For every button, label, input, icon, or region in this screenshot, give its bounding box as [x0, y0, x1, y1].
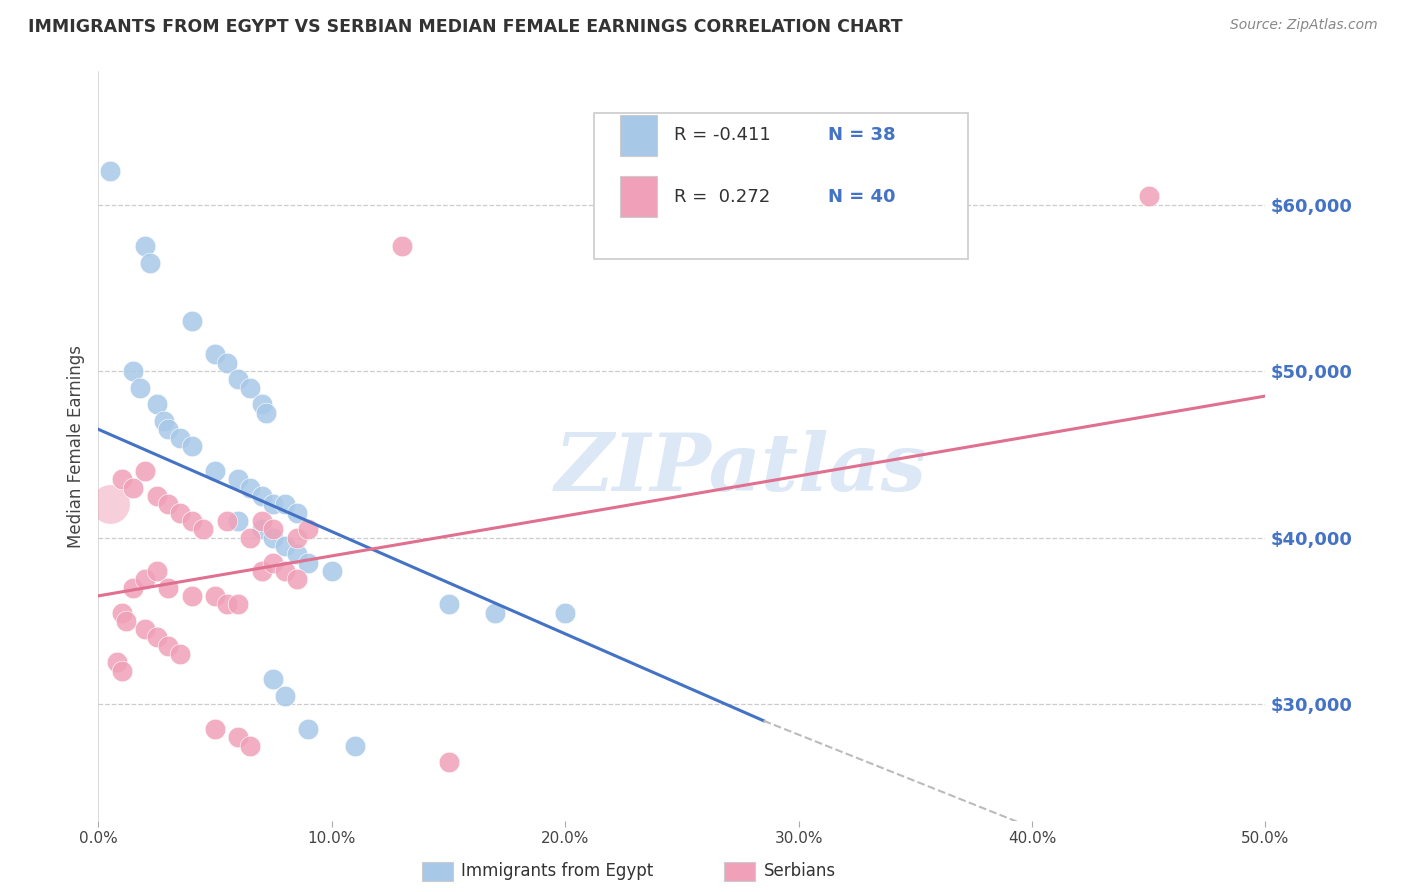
Point: [215, 597, 238, 611]
Point: [437, 597, 460, 611]
Point: [152, 414, 174, 428]
Point: [297, 722, 319, 736]
Text: R =  0.272: R = 0.272: [673, 188, 770, 206]
Text: N = 40: N = 40: [828, 188, 896, 206]
Text: N = 38: N = 38: [828, 127, 896, 145]
Text: R = -0.411: R = -0.411: [673, 127, 770, 145]
Point: [274, 689, 297, 703]
Point: [484, 606, 506, 620]
Point: [146, 397, 169, 411]
FancyBboxPatch shape: [595, 112, 967, 259]
Point: [285, 572, 308, 586]
FancyBboxPatch shape: [620, 177, 658, 218]
Point: [215, 356, 238, 370]
Point: [1137, 189, 1160, 203]
Point: [134, 572, 156, 586]
Text: Source: ZipAtlas.com: Source: ZipAtlas.com: [1230, 18, 1378, 32]
Point: [122, 481, 145, 495]
Point: [134, 239, 156, 253]
Point: [204, 347, 226, 361]
Point: [274, 497, 297, 511]
Point: [391, 239, 413, 253]
Point: [239, 381, 262, 395]
Point: [169, 431, 191, 445]
Point: [274, 539, 297, 553]
Point: [321, 564, 343, 578]
Point: [204, 722, 226, 736]
Point: [180, 439, 202, 453]
Point: [193, 522, 215, 536]
Point: [250, 397, 273, 411]
Point: [297, 556, 319, 570]
Point: [262, 531, 284, 545]
Point: [129, 381, 152, 395]
Point: [262, 672, 284, 686]
Point: [297, 522, 319, 536]
Point: [256, 406, 278, 420]
Point: [180, 589, 202, 603]
Point: [262, 522, 284, 536]
Point: [146, 564, 169, 578]
Point: [228, 514, 250, 528]
Point: [146, 489, 169, 503]
Point: [180, 314, 202, 328]
Point: [169, 506, 191, 520]
Point: [134, 622, 156, 636]
Point: [105, 656, 128, 670]
Point: [111, 664, 134, 678]
Point: [122, 364, 145, 378]
Y-axis label: Median Female Earnings: Median Female Earnings: [67, 344, 86, 548]
Point: [437, 756, 460, 770]
Point: [239, 739, 262, 753]
Point: [180, 514, 202, 528]
Point: [250, 489, 273, 503]
FancyBboxPatch shape: [620, 115, 658, 156]
Point: [157, 497, 180, 511]
Point: [262, 556, 284, 570]
Point: [169, 647, 191, 661]
Point: [285, 531, 308, 545]
Point: [115, 614, 138, 628]
Point: [344, 739, 367, 753]
Point: [134, 464, 156, 478]
Point: [204, 464, 226, 478]
Point: [111, 472, 134, 486]
Point: [250, 564, 273, 578]
Text: Serbians: Serbians: [763, 863, 835, 880]
Point: [111, 606, 134, 620]
Point: [122, 581, 145, 595]
Point: [274, 564, 297, 578]
Point: [262, 497, 284, 511]
Point: [139, 256, 162, 270]
Point: [228, 597, 250, 611]
Point: [228, 472, 250, 486]
Point: [250, 514, 273, 528]
Text: IMMIGRANTS FROM EGYPT VS SERBIAN MEDIAN FEMALE EARNINGS CORRELATION CHART: IMMIGRANTS FROM EGYPT VS SERBIAN MEDIAN …: [28, 18, 903, 36]
Point: [157, 422, 180, 436]
Point: [204, 589, 226, 603]
Point: [554, 606, 576, 620]
Point: [146, 631, 169, 645]
Point: [228, 372, 250, 386]
Point: [239, 481, 262, 495]
Point: [98, 164, 121, 178]
Point: [285, 547, 308, 561]
Point: [250, 522, 273, 536]
Point: [239, 531, 262, 545]
Point: [157, 639, 180, 653]
Point: [98, 497, 121, 511]
Point: [228, 731, 250, 745]
Point: [157, 581, 180, 595]
Text: ZIPatlas: ZIPatlas: [554, 430, 927, 508]
Text: Immigrants from Egypt: Immigrants from Egypt: [461, 863, 654, 880]
Point: [215, 514, 238, 528]
Point: [285, 506, 308, 520]
